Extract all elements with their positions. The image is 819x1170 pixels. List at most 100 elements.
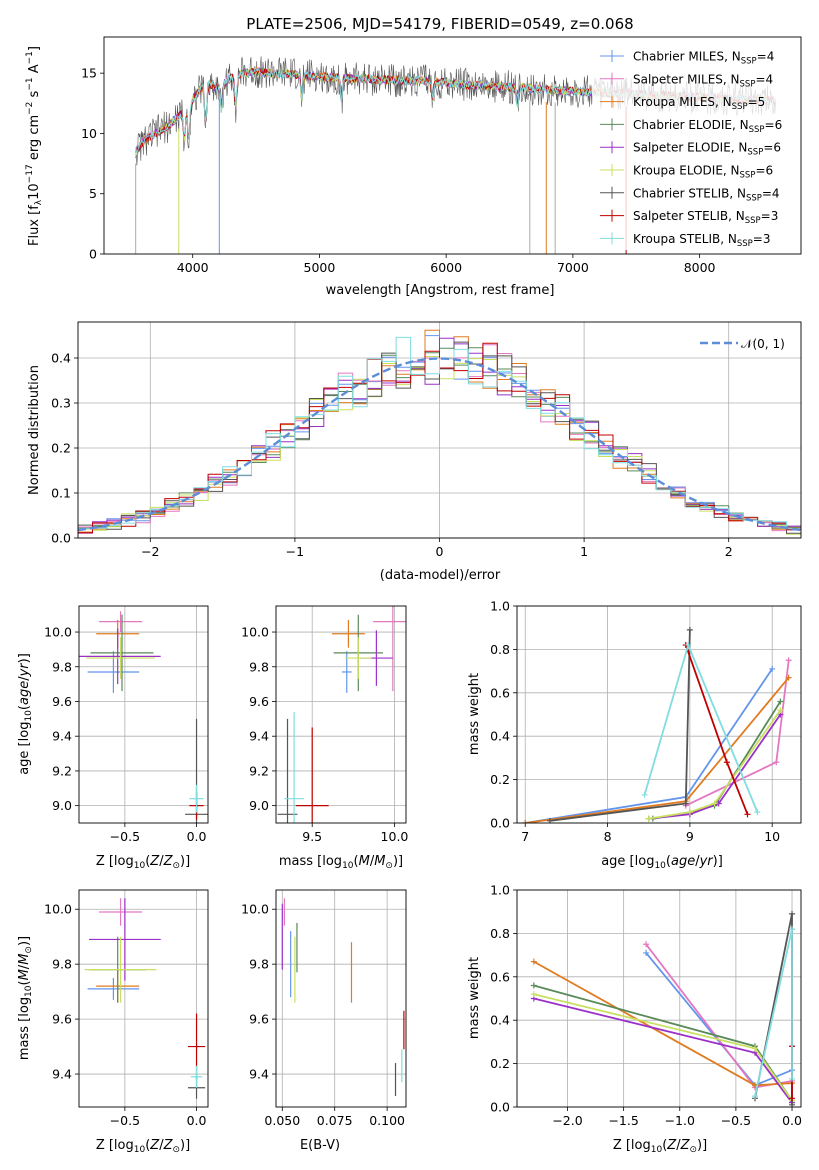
age_vs_mass-xticklabel-1: 10.0 (381, 829, 409, 844)
age_vs_Z-yticklabel-4: 9.8 (52, 659, 72, 674)
massweight_vs_age-marker-5-1 (686, 809, 693, 816)
massweight_vs_Z-xticklabel-3: −0.5 (721, 1113, 751, 1128)
mass_vs_EBV-axes: 0.050 0.075 0.100 9.4 9.6 9.8 10.0 (241, 890, 406, 1128)
age_vs_mass-frame (275, 605, 407, 824)
mass_vs_Z-frame (78, 889, 209, 1108)
massweight_vs_age-marker-8-0 (641, 791, 648, 798)
massweight_vs_age-yticklabel-5: 1.0 (490, 599, 510, 614)
massweight_vs_age-xticklabel-2: 9 (686, 829, 694, 844)
massweight_vs_Z-marker-5-0 (530, 991, 537, 998)
ageZ-ylabel: age [log10(age/yr)] (17, 653, 34, 775)
mass_vs_EBV-xticklabel-1: 0.075 (317, 1113, 353, 1128)
massweight_vs_Z-xticklabel-0: −2.0 (552, 1113, 582, 1128)
massweight_vs_age-marker-7-2 (744, 811, 751, 818)
massweight_vs_age-yticklabel-2: 0.4 (490, 729, 510, 744)
massweight_vs_age-yticklabel-0: 0.0 (490, 816, 510, 831)
massweight_vs_age-marker-8-2 (754, 809, 761, 816)
massweight_vs_age-yticklabel-3: 0.6 (490, 685, 510, 700)
mass_vs_EBV-xticklabel-0: 0.050 (264, 1113, 300, 1128)
residuals-yticklabel-1: 0.1 (51, 486, 71, 501)
residuals-yticklabel-0: 0.0 (51, 531, 71, 546)
massweight_vs_Z-line-2 (533, 960, 793, 1087)
massweight_vs_age-marker-6-1 (682, 800, 689, 807)
mass_vs_Z-yticklabel-2: 9.8 (52, 957, 72, 972)
massZ-ylabel: mass [log10(M/M⊙)] (17, 936, 34, 1060)
massweight_vs_age-marker-1-2 (785, 657, 792, 664)
spectrum-axes: 4000 5000 6000 7000 8000 0 5 10 15 (81, 66, 715, 275)
age_vs_mass-yticklabel-5: 10.0 (241, 625, 269, 640)
massweight_vs_age-xticklabel-3: 10 (764, 829, 780, 844)
age_vs_Z-yticklabel-2: 9.4 (52, 729, 72, 744)
age_vs_mass-xticklabel-0: 9.5 (302, 829, 322, 844)
residuals-xticklabel-3: 1 (580, 544, 588, 559)
massweight_vs_age-marker-5-0 (645, 815, 652, 822)
massweight_vs_Z-yticklabel-2: 0.4 (490, 1013, 510, 1028)
residuals-frame (77, 321, 802, 539)
age_vs_Z-yticklabel-3: 9.6 (52, 694, 72, 709)
residuals-xticklabel-1: −1 (286, 544, 304, 559)
figure-title: PLATE=2506, MJD=54179, FIBERID=0549, z=0… (246, 15, 633, 33)
mass_vs_Z-yticklabel-3: 10.0 (44, 902, 72, 917)
massweight_vs_age-marker-5-2 (711, 800, 718, 807)
spectrum-yticklabel-2: 10 (81, 126, 97, 141)
massweight_vs_age-yticklabel-4: 0.8 (490, 642, 510, 657)
residuals-xticklabel-0: −2 (141, 544, 159, 559)
massweight_vs_age-line-4 (648, 713, 782, 820)
spectrum-frame (103, 36, 802, 255)
residuals-xticklabel-4: 2 (725, 544, 733, 559)
legend-label-8: Kroupa STELIB, NSSP=3 (633, 232, 771, 249)
mass_vs_EBV-yticklabel-2: 9.8 (249, 957, 269, 972)
massweight_vs_age-xticklabel-0: 7 (521, 829, 529, 844)
spectrum-yticklabel-3: 15 (81, 66, 97, 81)
mass_vs_Z-axes: −0.5 0.0 9.4 9.6 9.8 10.0 (44, 890, 208, 1128)
age_vs_Z-xticklabel-0: −0.5 (110, 829, 140, 844)
spectrum-xlabel: wavelength [Angstrom, rest frame] (326, 283, 555, 298)
age_vs_mass-yticklabel-2: 9.4 (249, 729, 269, 744)
age_vs_Z-yticklabel-1: 9.2 (52, 763, 72, 778)
legend-label-2: Kroupa MILES, NSSP=5 (633, 95, 765, 112)
mass_vs_EBV-yticklabel-3: 10.0 (241, 902, 269, 917)
massweight_vs_age-yticklabel-1: 0.2 (490, 772, 510, 787)
spectrum-ylabel: Flux [fλ10−17 erg cm−2 s−1 A−1] (25, 46, 44, 246)
age_vs_mass-yticklabel-0: 9.0 (249, 798, 269, 813)
massweight_vs_Z-marker-8-2 (789, 1075, 796, 1082)
spectrum-xticklabel-2: 6000 (430, 260, 462, 275)
mwAge-ylabel: mass weight (467, 673, 482, 755)
mwZ-xlabel: Z [log10(Z/Z⊙)] (613, 1138, 707, 1155)
massweight_vs_Z-yticklabel-5: 1.0 (490, 883, 510, 898)
massweight_vs_Z-yticklabel-3: 0.6 (490, 969, 510, 984)
massEBV-xlabel: E(B-V) (300, 1138, 340, 1153)
massweight_vs_Z-marker-3-0 (530, 982, 537, 989)
age_vs_Z-frame (78, 605, 209, 824)
mass_vs_Z-xticklabel-1: 0.0 (187, 1113, 207, 1128)
massweight_vs_Z-marker-7-1 (789, 1095, 796, 1102)
age_vs_Z-xticklabel-1: 0.0 (187, 829, 207, 844)
residuals-yticklabel-3: 0.3 (51, 396, 71, 411)
gaussian-curve (78, 357, 801, 532)
residuals-yticklabel-2: 0.2 (51, 441, 71, 456)
massweight_vs_Z-xticklabel-1: −1.5 (608, 1113, 638, 1128)
spectrum-yticklabel-1: 5 (89, 186, 97, 201)
massweight_vs_age-line-8 (643, 642, 759, 813)
spectrum-legend-box (592, 44, 798, 250)
residuals-xticklabel-2: 0 (436, 544, 444, 559)
massweight_vs_Z-frame (516, 889, 802, 1108)
spectrum-legend: Chabrier MILES, NSSP=4 Salpeter MILES, NS… (592, 44, 798, 250)
age_vs_mass-yticklabel-3: 9.6 (249, 694, 269, 709)
mass_vs_EBV-frame (275, 889, 407, 1108)
massweight_vs_age-marker-3-3 (777, 698, 784, 705)
legend-label-7: Salpeter STELIB, NSSP=3 (633, 209, 778, 226)
massweight_vs_Z-marker-0-0 (643, 949, 650, 956)
massweight_vs_Z-line-8 (754, 928, 793, 1097)
spectrum-yticklabel-0: 0 (89, 247, 97, 262)
age_vs_mass-yticklabel-1: 9.2 (249, 763, 269, 778)
massweight_vs_Z-yticklabel-4: 0.8 (490, 926, 510, 941)
residuals-axes: −2 −1 0 1 2 0.0 0.1 0.2 0.3 0.4 (51, 322, 801, 559)
massweight_vs_age-marker-1-1 (773, 759, 780, 766)
mass_vs_Z-xticklabel-0: −0.5 (110, 1113, 140, 1128)
ageZ-xlabel: Z [log10(Z/Z⊙)] (96, 854, 190, 871)
massweight_vs_Z-yticklabel-1: 0.2 (490, 1056, 510, 1071)
mass_vs_EBV-yticklabel-1: 9.6 (249, 1012, 269, 1027)
massweight_vs_age-marker-6-2 (686, 626, 693, 633)
